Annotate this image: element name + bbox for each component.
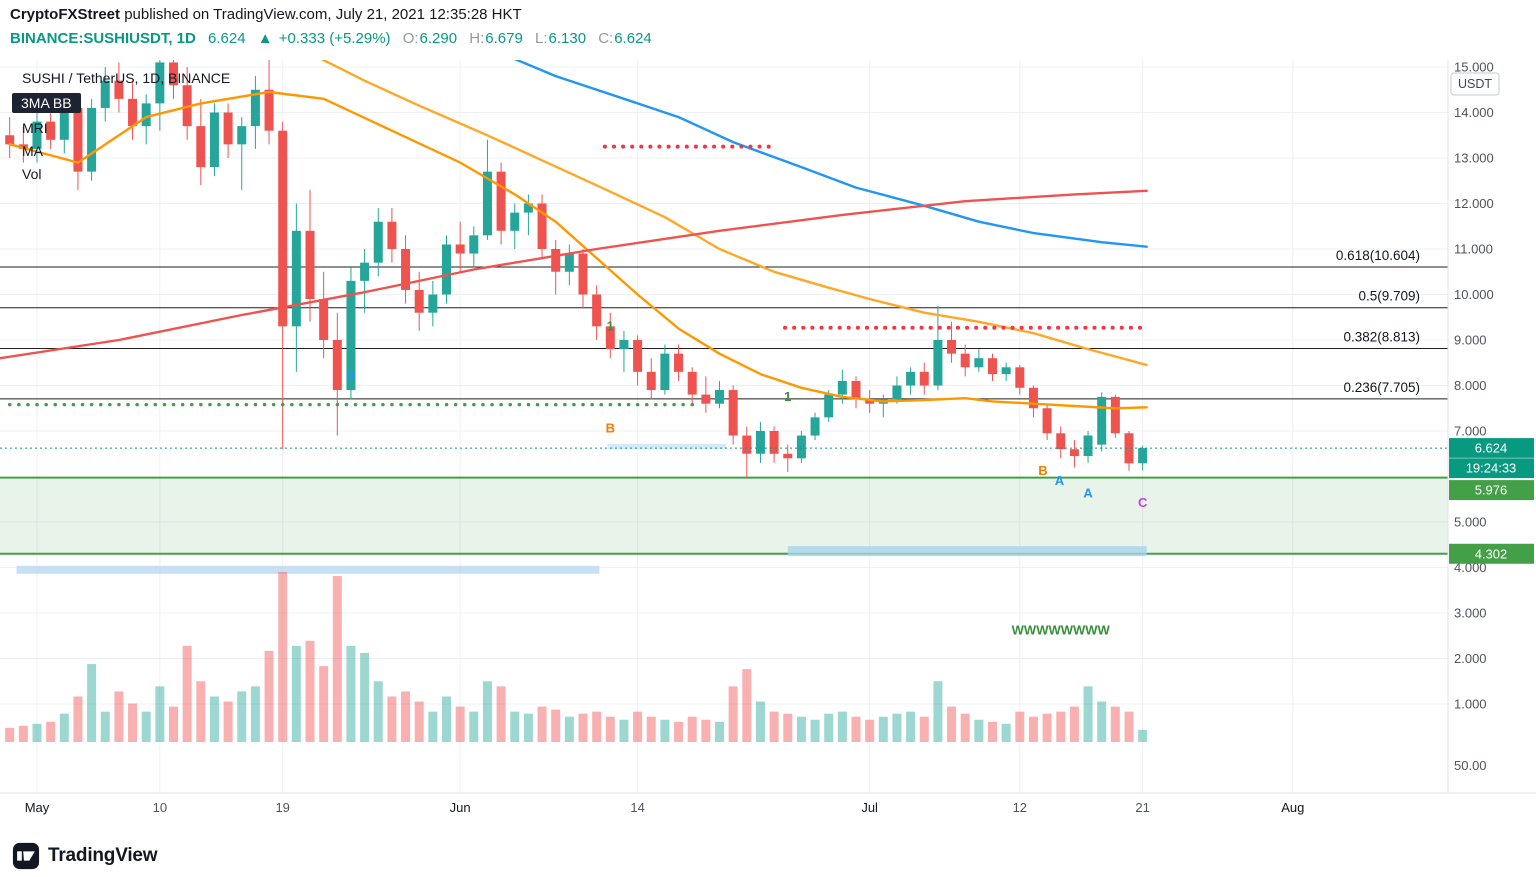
footer-bar: TradingView <box>0 835 1536 877</box>
indicator-ma[interactable]: MA <box>22 143 43 159</box>
chart-symbol-title[interactable]: SUSHI / TetherUS, 1D, BINANCE <box>22 70 231 86</box>
tradingview-brand: TradingView <box>48 845 158 866</box>
svg-text:12.000: 12.000 <box>1454 196 1494 211</box>
highlight-bands <box>16 443 1147 574</box>
time-axis: May 10 19 Jun 14 Jul 12 21 Aug <box>25 800 1305 815</box>
open-value: 6.290 <box>419 30 458 47</box>
svg-text:May: May <box>25 800 50 815</box>
svg-text:Jun: Jun <box>450 800 471 815</box>
svg-text:B: B <box>606 421 615 436</box>
tradingview-logo[interactable]: TradingView <box>12 842 158 870</box>
svg-text:9.000: 9.000 <box>1454 333 1487 348</box>
price-chart-canvas[interactable]: 0.618(10.604) 0.5(9.709) 0.382(8.813) 0.236… <box>0 60 1536 822</box>
ma-lines-layer <box>0 60 1148 410</box>
price-change: +0.333 (+5.29%) <box>278 30 391 47</box>
tradingview-logo-icon <box>12 842 40 870</box>
svg-text:13.000: 13.000 <box>1454 151 1494 166</box>
svg-text:1: 1 <box>784 389 791 404</box>
svg-text:1: 1 <box>607 318 614 333</box>
up-arrow-icon: ▲ <box>257 30 273 47</box>
indicator-mri[interactable]: MRI <box>22 120 48 136</box>
support-zone <box>0 476 1448 555</box>
svg-text:19:24:33: 19:24:33 <box>1466 461 1517 476</box>
price-chart[interactable]: 0.618(10.604) 0.5(9.709) 0.382(8.813) 0.236… <box>0 60 1536 822</box>
symbol-name: BINANCE:SUSHIUSDT, 1D <box>10 30 196 47</box>
symbol-info-line: BINANCE:SUSHIUSDT, 1D 6.624 ▲ +0.333 (+5… <box>10 30 660 47</box>
last-price: 6.624 <box>208 30 246 47</box>
svg-text:0.5(9.709): 0.5(9.709) <box>1358 289 1420 304</box>
svg-text:19: 19 <box>275 800 289 815</box>
svg-text:A: A <box>1055 473 1065 488</box>
low-value: 6.130 <box>548 30 587 47</box>
svg-text:WWWWWWWW: WWWWWWWW <box>1012 622 1111 637</box>
price-badges: 6.624 19:24:33 5.976 4.302 <box>1449 438 1534 564</box>
close-value: 6.624 <box>614 30 652 47</box>
svg-text:2.000: 2.000 <box>1454 651 1487 666</box>
svg-text:21: 21 <box>1135 800 1149 815</box>
svg-text:A: A <box>346 368 356 383</box>
high-value: 6.679 <box>485 30 523 47</box>
svg-text:USDT: USDT <box>1458 77 1492 91</box>
svg-text:8.000: 8.000 <box>1454 378 1487 393</box>
indicator-3ma-bb[interactable]: 3MA BB <box>12 93 81 113</box>
svg-text:6.624: 6.624 <box>1475 441 1508 456</box>
svg-text:Jul: Jul <box>861 800 878 815</box>
svg-text:0.618(10.604): 0.618(10.604) <box>1336 248 1420 263</box>
svg-text:3.000: 3.000 <box>1454 606 1487 621</box>
volume-layer <box>5 572 1148 742</box>
svg-text:7.000: 7.000 <box>1454 424 1487 439</box>
high-label: H: <box>469 30 485 47</box>
svg-text:10.000: 10.000 <box>1454 287 1494 302</box>
dotted-levels-layer <box>0 144 1448 449</box>
svg-text:B: B <box>1038 463 1047 478</box>
indicator-vol[interactable]: Vol <box>22 166 42 182</box>
svg-text:14: 14 <box>630 800 644 815</box>
publish-info: published on TradingView.com, July 21, 2… <box>120 6 522 23</box>
svg-text:15.000: 15.000 <box>1454 60 1494 75</box>
svg-text:11.000: 11.000 <box>1454 242 1493 257</box>
fib-retracement: 0.618(10.604) 0.5(9.709) 0.382(8.813) 0.236… <box>0 248 1448 400</box>
publisher-name: CryptoFXStreet <box>10 6 121 23</box>
svg-text:12: 12 <box>1013 800 1027 815</box>
publisher-line: CryptoFXStreet published on TradingView.… <box>10 6 660 23</box>
svg-text:A: A <box>1083 485 1093 500</box>
svg-text:4.302: 4.302 <box>1475 546 1508 561</box>
header-bar: CryptoFXStreet published on TradingView.… <box>10 6 660 47</box>
chart-legend: SUSHI / TetherUS, 1D, BINANCE 3MA BB MRI… <box>12 70 230 182</box>
open-label: O: <box>402 30 419 47</box>
svg-text:10: 10 <box>153 800 167 815</box>
svg-text:5.976: 5.976 <box>1475 483 1508 498</box>
svg-text:50.00: 50.00 <box>1454 758 1487 773</box>
svg-text:14.000: 14.000 <box>1454 105 1494 120</box>
candles-layer <box>5 60 1148 478</box>
svg-text:C: C <box>1138 495 1148 510</box>
close-label: C: <box>598 30 614 47</box>
svg-text:0.236(7.705): 0.236(7.705) <box>1343 380 1420 395</box>
svg-text:1.000: 1.000 <box>1454 697 1487 712</box>
svg-text:5.000: 5.000 <box>1454 515 1487 530</box>
low-label: L: <box>534 30 548 47</box>
svg-text:Aug: Aug <box>1281 800 1304 815</box>
svg-text:0.382(8.813): 0.382(8.813) <box>1343 330 1420 345</box>
